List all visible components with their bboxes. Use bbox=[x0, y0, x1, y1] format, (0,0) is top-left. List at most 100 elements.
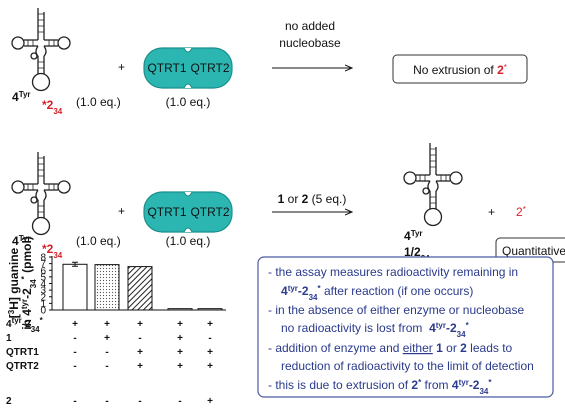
text-segment: leads to bbox=[467, 341, 513, 355]
text-segment: tyr bbox=[12, 316, 22, 325]
condition-cell: - bbox=[105, 396, 108, 407]
plus: + bbox=[488, 205, 495, 219]
trna-label: 4Tyr bbox=[12, 90, 31, 105]
text-segment: or bbox=[443, 341, 460, 355]
condition-cell: - bbox=[73, 347, 76, 358]
text-segment: QTRT1 bbox=[6, 347, 39, 358]
condition-cell: - bbox=[208, 333, 211, 344]
enzyme-label: QTRT2 bbox=[190, 61, 229, 75]
text-segment: -2 bbox=[20, 288, 34, 299]
note-line: - addition of enzyme and either 1 or 2 l… bbox=[268, 341, 513, 355]
text-segment: 34 bbox=[29, 279, 38, 288]
plus: + bbox=[118, 60, 125, 74]
text-segment: 1 bbox=[6, 333, 12, 344]
condition-cell: + bbox=[177, 347, 183, 358]
condition-cell: + bbox=[137, 319, 143, 330]
row-label: QTRT2 bbox=[6, 361, 39, 372]
text-segment: -2 bbox=[298, 284, 309, 298]
condition-cell: + bbox=[207, 319, 213, 330]
text-segment: -2 bbox=[469, 378, 480, 392]
condition-cell: + bbox=[207, 361, 213, 372]
product-label: 4Tyr bbox=[404, 229, 423, 244]
text-segment: Tyr bbox=[19, 90, 31, 99]
text-segment: tyr bbox=[459, 378, 469, 387]
text-segment: 34 bbox=[31, 325, 40, 334]
y-axis-label: in 4tyr-234* (pmol) bbox=[20, 236, 38, 330]
condition-cell: - bbox=[138, 396, 141, 407]
condition-cell: + bbox=[207, 396, 213, 407]
site-label: *234 bbox=[42, 98, 63, 116]
row-label: 1 bbox=[6, 333, 12, 344]
condition-cell: + bbox=[137, 347, 143, 358]
condition: 1 or 2 (5 eq.) bbox=[278, 192, 347, 206]
text-segment: - addition of enzyme and bbox=[268, 341, 403, 355]
text-segment: 34 bbox=[53, 107, 62, 116]
condition: nucleobase bbox=[279, 36, 341, 50]
condition-cell: + bbox=[177, 319, 183, 330]
text-segment: QTRT2 bbox=[6, 361, 39, 372]
equivalents: (1.0 eq.) bbox=[166, 95, 211, 109]
condition-cell: + bbox=[104, 319, 110, 330]
text-segment: (5 eq.) bbox=[308, 192, 346, 206]
text-segment: no radioactivity is lost from bbox=[281, 321, 429, 335]
outcome: Quantitative bbox=[502, 244, 565, 258]
condition-table: 4tyr-234*+++++1-+-+-QTRT1--+++QTRT2--+++… bbox=[6, 316, 213, 408]
bar bbox=[198, 309, 222, 310]
y-tick-label: 8 bbox=[40, 253, 46, 264]
equivalents: (1.0 eq.) bbox=[76, 95, 121, 109]
text-segment: 2 bbox=[6, 396, 12, 407]
trna-icon bbox=[12, 152, 70, 235]
text-segment: No extrusion of bbox=[413, 63, 497, 77]
text-segment: tyr bbox=[436, 321, 446, 330]
text-segment: no added bbox=[285, 19, 335, 33]
bar bbox=[128, 267, 152, 310]
equivalents: (1.0 eq.) bbox=[76, 234, 121, 248]
text-segment: (pmol) bbox=[20, 236, 34, 276]
bar bbox=[95, 265, 119, 310]
text-segment: 34 bbox=[53, 251, 62, 260]
text-segment: 34 bbox=[457, 330, 466, 339]
text-segment: -2 bbox=[446, 321, 457, 335]
outcome: No extrusion of 2* bbox=[413, 63, 507, 78]
text-segment: * bbox=[40, 316, 44, 325]
trna-icon bbox=[404, 143, 462, 226]
text-segment: - in the absence of either enzyme or nuc… bbox=[268, 303, 524, 317]
text-segment: 34 bbox=[479, 387, 488, 396]
condition-cell: - bbox=[73, 361, 76, 372]
condition-cell: + bbox=[104, 333, 110, 344]
condition-cell: - bbox=[73, 333, 76, 344]
enzyme-label: QTRT2 bbox=[190, 205, 229, 219]
text-segment: 34 bbox=[309, 293, 318, 302]
trna-icon bbox=[12, 8, 70, 91]
enzyme-label: QTRT1 bbox=[147, 205, 186, 219]
text-segment: tyr bbox=[288, 284, 298, 293]
text-segment: Quantitative bbox=[502, 244, 565, 258]
row-label: QTRT1 bbox=[6, 347, 39, 358]
text-segment: - this is due to extrusion of bbox=[268, 378, 411, 392]
note-line: - in the absence of either enzyme or nuc… bbox=[268, 303, 524, 317]
row-label: 4tyr-234* bbox=[6, 316, 44, 334]
condition-cell: + bbox=[72, 319, 78, 330]
text-segment: or bbox=[284, 192, 301, 206]
text-segment: Tyr bbox=[411, 229, 423, 238]
condition-cell: + bbox=[137, 361, 143, 372]
text-segment: reduction of radioactivity to the limit … bbox=[281, 359, 534, 373]
condition-cell: - bbox=[105, 347, 108, 358]
note-line: reduction of radioactivity to the limit … bbox=[281, 359, 534, 373]
text-segment: - the assay measures radioactivity remai… bbox=[268, 265, 518, 279]
bar bbox=[168, 309, 192, 310]
condition-cell: - bbox=[138, 333, 141, 344]
condition: no added bbox=[285, 19, 335, 33]
equivalents: (1.0 eq.) bbox=[166, 234, 211, 248]
note-line: - the assay measures radioactivity remai… bbox=[268, 265, 518, 279]
enzyme-label: QTRT1 bbox=[147, 61, 186, 75]
figure: 4Tyr *234 (1.0 eq.) + QTRT1 QTRT2 (1.0 e… bbox=[0, 0, 565, 408]
condition-cell: - bbox=[73, 396, 76, 407]
text-segment: either bbox=[403, 341, 433, 355]
bar bbox=[63, 264, 87, 310]
text-segment: *2 bbox=[42, 98, 54, 112]
condition-cell: + bbox=[177, 333, 183, 344]
text-segment: after reaction (if one occurs) bbox=[321, 284, 474, 298]
text-segment: * bbox=[504, 63, 507, 72]
text-segment: * bbox=[523, 205, 526, 214]
